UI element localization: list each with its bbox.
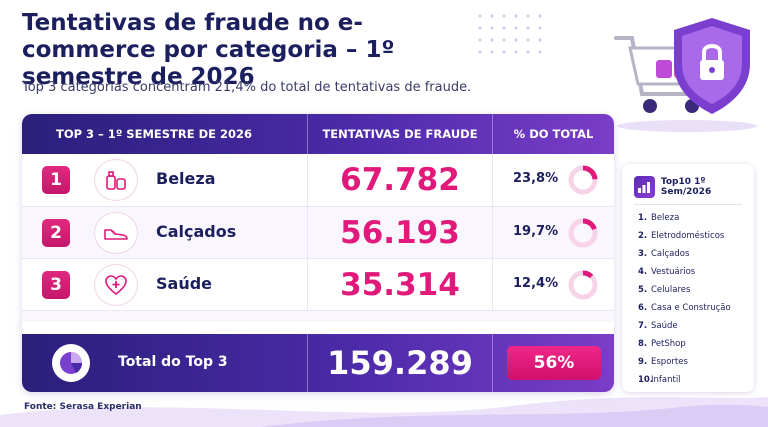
donut-arc — [568, 165, 598, 195]
sneaker-icon — [94, 212, 138, 254]
list-item-label: Eletrodomésticos — [651, 231, 725, 241]
total-label: Total do Top 3 — [118, 354, 228, 370]
top10-panel: Top10 1º Sem/2026 1. Beleza 2. Eletrodomés… — [622, 164, 754, 392]
percent-donut — [568, 218, 598, 248]
percent-label: 12,4% — [513, 276, 559, 291]
list-item-label: Celulares — [651, 285, 691, 295]
list-item-number: 3. — [638, 249, 648, 259]
column-header-count: TENTATIVAS DE FRAUDE — [307, 114, 492, 154]
list-item-label: Calçados — [651, 249, 690, 259]
list-item-label: Vestuários — [651, 267, 696, 277]
category-name: Beleza — [156, 169, 216, 188]
list-item-label: Beleza — [651, 213, 680, 223]
percent-cell: 23,8% — [492, 154, 614, 206]
rank-badge: 2 — [42, 219, 70, 247]
list-item: 1. Beleza — [638, 209, 731, 227]
list-item-label: Casa e Construção — [651, 303, 731, 313]
column-header-category: TOP 3 – 1º SEMESTRE DE 2026 — [56, 127, 252, 141]
list-item: 5. Celulares — [638, 281, 731, 299]
list-item: 7. Saúde — [638, 317, 731, 335]
heart-cross-icon — [94, 264, 138, 306]
list-item: 10. Infantil — [638, 371, 731, 389]
list-item: 3. Calçados — [638, 245, 731, 263]
percent-label: 19,7% — [513, 224, 559, 239]
list-item-label: Infantil — [651, 375, 681, 385]
decorative-dots — [478, 14, 542, 54]
column-header-percent: % DO TOTAL — [492, 114, 614, 154]
list-item: 2. Eletrodomésticos — [638, 227, 731, 245]
page-title: Tentativas de fraude no e-commerce por c… — [22, 10, 395, 90]
list-item-number: 8. — [638, 339, 648, 349]
fraud-table: TOP 3 – 1º SEMESTRE DE 2026 TENTATIVAS D… — [22, 114, 614, 392]
top10-header: Top10 1º Sem/2026 — [634, 176, 754, 198]
rank-badge: 3 — [42, 271, 70, 299]
percent-cell: 12,4% — [492, 259, 614, 311]
table-row: 3 Saúde 35.314 12,4% — [22, 258, 614, 311]
shield-lock-icon — [674, 18, 750, 114]
hero-illustration — [614, 18, 757, 132]
fraud-count: 35.314 — [307, 259, 492, 311]
table-header: TOP 3 – 1º SEMESTRE DE 2026 TENTATIVAS D… — [22, 114, 614, 154]
divider — [634, 204, 742, 205]
pie-chart-icon — [52, 344, 90, 382]
list-item-number: 1. — [638, 213, 648, 223]
percent-cell: 19,7% — [492, 207, 614, 259]
total-percent-badge: 56% — [507, 346, 601, 380]
list-item: 9. Esportes — [638, 353, 731, 371]
fraud-count: 56.193 — [307, 207, 492, 259]
bar-chart-icon — [634, 176, 655, 198]
list-item-label: PetShop — [651, 339, 686, 349]
list-item-label: Saúde — [651, 321, 678, 331]
total-percent-cell: 56% — [492, 334, 614, 392]
list-item-number: 2. — [638, 231, 648, 241]
total-row: Total do Top 3 159.289 56% — [22, 334, 614, 392]
donut-arc — [568, 218, 598, 248]
list-item-label: Esportes — [651, 357, 688, 367]
list-item-number: 4. — [638, 267, 648, 277]
percent-donut — [568, 270, 598, 300]
total-count: 159.289 — [307, 334, 492, 392]
top10-list: 1. Beleza 2. Eletrodomésticos 3. Calçados 4… — [638, 209, 731, 389]
category-name: Saúde — [156, 274, 213, 293]
list-item-number: 7. — [638, 321, 648, 331]
list-item-number: 5. — [638, 285, 648, 295]
list-item-number: 6. — [638, 303, 648, 313]
percent-donut — [568, 165, 598, 195]
top10-title: Top10 1º Sem/2026 — [660, 177, 712, 197]
source-note: Fonte: Serasa Experian — [24, 402, 142, 412]
rank-badge: 1 — [42, 166, 70, 194]
decorative-wave — [0, 397, 768, 427]
list-item-number: 9. — [638, 357, 648, 367]
list-item-number: 10. — [638, 375, 654, 385]
list-item: 8. PetShop — [638, 335, 731, 353]
table-row: 2 Calçados 56.193 19,7% — [22, 206, 614, 259]
table-row: 1 Beleza 67.782 23,8% — [22, 154, 614, 206]
list-item: 4. Vestuários — [638, 263, 731, 281]
page-subtitle: Top 3 categorias concentram 21,4% do tot… — [22, 80, 472, 95]
list-item: 6. Casa e Construção — [638, 299, 731, 317]
category-name: Calçados — [156, 222, 237, 241]
percent-label: 23,8% — [513, 171, 559, 186]
fraud-count: 67.782 — [307, 154, 492, 206]
cosmetics-icon — [94, 159, 138, 201]
table-row-spacer — [22, 310, 614, 322]
